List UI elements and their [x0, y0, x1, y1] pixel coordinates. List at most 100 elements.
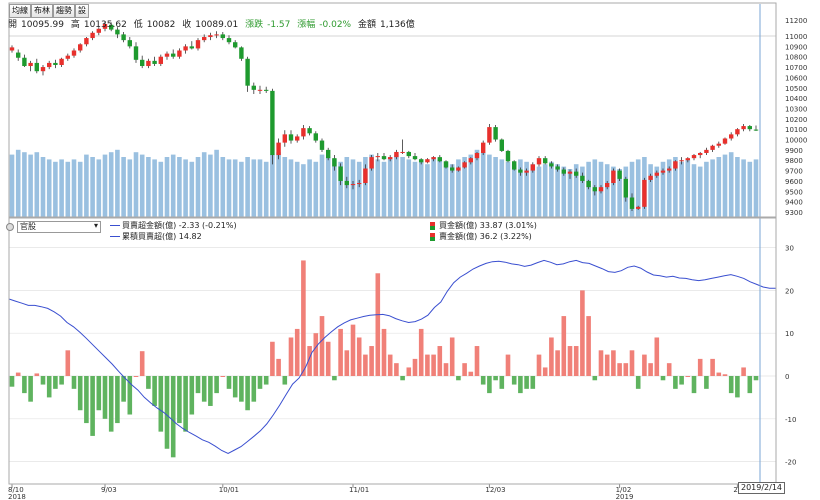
indicator-frame [8, 217, 777, 485]
candle-body [214, 34, 219, 36]
indicator-tick-label: -20 [785, 459, 796, 467]
net-bar [735, 376, 740, 398]
net-bar [511, 376, 517, 385]
trend-button[interactable]: 趨勢 [53, 4, 75, 18]
candle-body [65, 55, 70, 59]
volume-bar [108, 152, 114, 217]
indicator-select[interactable]: 官股 [17, 221, 101, 233]
net-bar [598, 350, 604, 376]
candle-body [282, 134, 287, 143]
indicator-tick-label: 10 [785, 330, 794, 338]
volume-bar [164, 157, 170, 217]
candle-body [499, 139, 504, 151]
net-bar [406, 367, 412, 376]
volume-bar [505, 161, 511, 217]
candle-body [456, 167, 461, 171]
net-bar [9, 376, 15, 387]
candle-body [326, 149, 331, 159]
candle-body [276, 142, 281, 156]
net-bar [251, 376, 257, 402]
candle-body [22, 57, 27, 67]
net-bar [65, 350, 71, 376]
volume-bar [499, 159, 505, 217]
net-bar [177, 376, 182, 424]
volume-bar [214, 149, 219, 217]
price-tick-label: 9400 [785, 199, 803, 207]
candle-body [580, 175, 585, 181]
candle-body [189, 46, 194, 49]
net-bar [642, 354, 647, 376]
candle-body [598, 187, 604, 192]
candle-body [648, 175, 653, 180]
candle-body [400, 151, 405, 153]
net-bar [239, 376, 244, 402]
net-bar [412, 358, 418, 376]
candle-body [394, 151, 399, 158]
net-bar [369, 346, 374, 376]
candle-body [611, 170, 616, 184]
date-tick-label: 10/01 [219, 486, 239, 494]
net-bar [679, 376, 684, 385]
bollinger-button[interactable]: 布林 [31, 4, 53, 18]
volume-bar [121, 157, 126, 217]
volume-bar [15, 149, 21, 217]
price-tick-label: 10900 [785, 43, 807, 51]
candle-body [481, 142, 486, 153]
net-bar [90, 376, 95, 436]
open-label: 開 [8, 20, 18, 30]
candle-body [202, 37, 207, 41]
indicator-tick-label: 20 [785, 287, 794, 295]
candle-body [350, 184, 356, 186]
price-tick-label: 11000 [785, 33, 807, 41]
candle-body [450, 167, 455, 171]
net-bar [59, 376, 64, 385]
candle-body [59, 58, 64, 65]
net-bar [344, 350, 350, 376]
volume-bar [425, 164, 430, 217]
volume-bar [251, 159, 257, 217]
ma-button[interactable]: 均線 [9, 4, 31, 18]
net-bar [555, 350, 560, 376]
candle-body [53, 62, 58, 65]
candle-body [406, 151, 411, 157]
candle-body [505, 150, 511, 162]
candle-body [264, 89, 269, 91]
net-bar [214, 376, 219, 394]
radio-icon[interactable] [6, 223, 14, 231]
candle-body [642, 179, 647, 207]
volume-bar [133, 152, 139, 217]
volume-bar [338, 161, 343, 217]
net-bar [635, 376, 641, 389]
candle-body [704, 149, 709, 153]
volume-bar [270, 154, 275, 217]
candle-body [16, 52, 21, 58]
candle-body [9, 47, 15, 51]
net-bar [325, 341, 331, 376]
net-bar [282, 376, 288, 385]
volume-bar [257, 159, 263, 217]
net-bar [270, 341, 275, 376]
candle-body [71, 50, 77, 56]
net-bar [437, 346, 443, 376]
net-bar [28, 376, 33, 402]
settings-button[interactable]: 設 [75, 4, 89, 18]
change-value: -1.57 [267, 20, 291, 30]
candle-body [133, 46, 139, 60]
volume-bar [728, 152, 734, 217]
volume-bar [524, 161, 529, 217]
candle-body [96, 28, 101, 33]
volume-bar [474, 149, 480, 217]
indicator-axis: -20 -10 0 10 20 30 [785, 245, 796, 467]
close-value: 10089.01 [195, 20, 239, 30]
bar-legend-icon [430, 232, 435, 241]
price-tick-label: 10200 [785, 116, 807, 124]
candle-body [617, 170, 622, 179]
candle-body [164, 53, 170, 57]
candle-body [567, 171, 573, 174]
candle-body [127, 40, 132, 47]
candle-body [685, 158, 690, 161]
indicator-select-wrap: 官股 [6, 221, 101, 233]
candle-body [375, 156, 380, 158]
net-bar [753, 376, 759, 381]
